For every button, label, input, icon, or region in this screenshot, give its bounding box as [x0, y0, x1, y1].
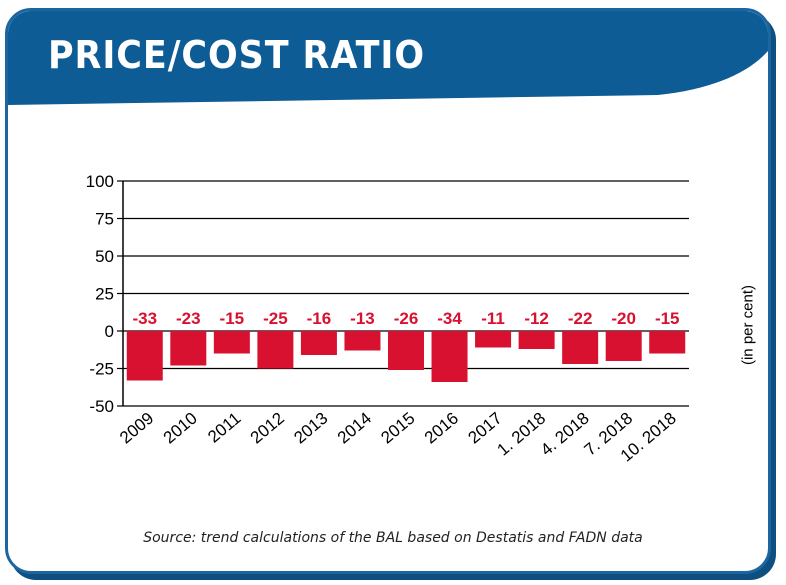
y-tick-label: 50: [95, 247, 114, 266]
data-label: -15: [655, 309, 680, 328]
title-banner: PRICE/COST RATIO: [8, 11, 768, 105]
data-label: -11: [481, 309, 505, 328]
bar: [126, 331, 163, 381]
bar: [170, 331, 207, 366]
source-note: Source: trend calculations of the BAL ba…: [143, 530, 643, 546]
data-label: -26: [394, 309, 419, 328]
data-label: -13: [350, 309, 375, 328]
bar: [431, 331, 468, 382]
data-label: -16: [307, 309, 332, 328]
bar: [605, 331, 642, 361]
x-tick-label: 1. 2018: [494, 409, 550, 460]
data-label: -33: [132, 309, 157, 328]
x-tick-label: 2016: [421, 409, 462, 448]
bar: [388, 331, 424, 370]
chart-title: PRICE/COST RATIO: [48, 33, 425, 77]
x-tick-label: 2011: [204, 409, 244, 447]
x-tick-label: 2012: [247, 409, 288, 448]
bar: [257, 331, 294, 369]
x-tick-label: 2015: [377, 409, 418, 448]
x-tick-label: 2013: [290, 409, 331, 448]
data-label: -12: [524, 309, 549, 328]
data-label: -34: [437, 309, 462, 328]
bar: [562, 331, 599, 364]
x-tick-label: 2014: [334, 409, 375, 448]
x-tick-label: 4. 2018: [537, 409, 593, 460]
y-tick-label: 0: [105, 322, 114, 341]
bar: [344, 331, 381, 351]
y-tick-label: 100: [86, 172, 114, 191]
y-tick-label: 75: [95, 210, 114, 229]
y-tick-label: 25: [95, 285, 114, 304]
x-tick-label: 2009: [116, 409, 157, 448]
y-axis-unit-label: (in per cent): [739, 284, 757, 366]
bar: [213, 331, 250, 354]
data-label: -25: [263, 309, 288, 328]
title-banner-shape: [8, 11, 768, 105]
y-tick-label: -50: [89, 397, 114, 416]
data-label: -23: [176, 309, 201, 328]
card-frame: PRICE/COST RATIO: [5, 8, 771, 574]
bar: [649, 331, 686, 354]
data-label: -15: [220, 309, 245, 328]
bar: [518, 331, 555, 349]
data-label: -22: [568, 309, 593, 328]
bar: [300, 331, 337, 355]
y-tick-label: -25: [89, 360, 114, 379]
bar: [475, 331, 512, 348]
data-label: -20: [611, 309, 636, 328]
x-tick-label: 2010: [160, 409, 201, 448]
